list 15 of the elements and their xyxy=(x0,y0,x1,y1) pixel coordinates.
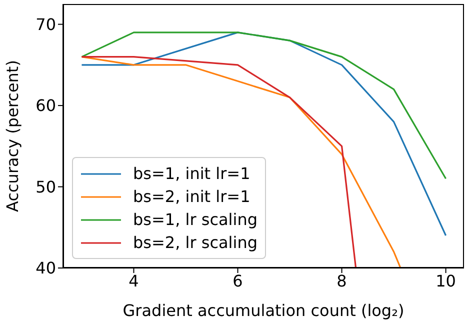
y-tick-label: 40 xyxy=(36,258,56,278)
x-axis-title: Gradient accumulation count (log₂) xyxy=(122,301,404,320)
y-tick-label: 50 xyxy=(36,177,56,196)
y-tick-label: 60 xyxy=(36,96,56,116)
legend-label: bs=1, init lr=1 xyxy=(133,163,250,185)
x-tick-label: 4 xyxy=(128,271,139,290)
legend-label: bs=2, init lr=1 xyxy=(133,186,250,208)
y-tick-label: 70 xyxy=(36,14,56,34)
legend-label: bs=2, lr scaling xyxy=(133,232,258,254)
legend-label: bs=1, lr scaling xyxy=(133,209,258,231)
x-tick-label: 8 xyxy=(336,271,347,290)
x-tick-label: 6 xyxy=(232,271,243,290)
line-series xyxy=(80,32,447,180)
x-tick-label: 10 xyxy=(436,271,456,290)
y-axis-title: Accuracy (percent) xyxy=(3,60,22,212)
